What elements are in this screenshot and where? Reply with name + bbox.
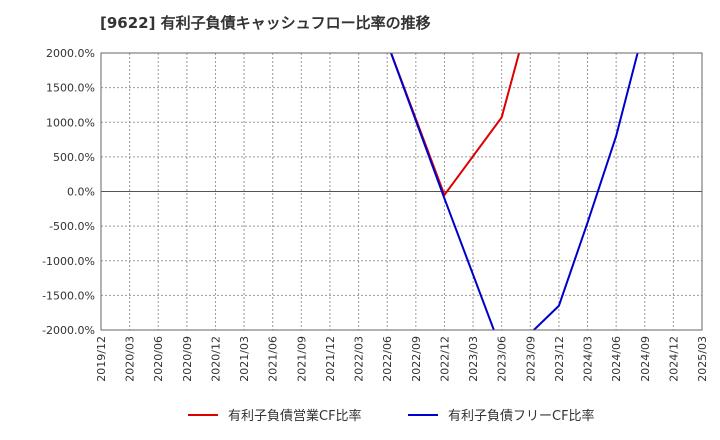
x-tick-label: 2020/09	[181, 336, 194, 382]
y-tick-label: -1500.0%	[42, 289, 95, 302]
x-tick-label: 2022/03	[353, 336, 366, 382]
x-tick-label: 2023/03	[467, 336, 480, 382]
legend-label: 有利子負債営業CF比率	[228, 408, 362, 424]
y-tick-label: 500.0%	[53, 151, 95, 164]
x-tick-label: 2024/06	[610, 336, 623, 382]
y-tick-label: 2000.0%	[46, 47, 95, 60]
x-tick-label: 2020/06	[152, 336, 165, 382]
x-tick-label: 2024/09	[639, 336, 652, 382]
series-line-free-cf	[389, 53, 639, 330]
x-tick-label: 2020/12	[209, 336, 222, 382]
chart-title: [9622] 有利子負債キャッシュフロー比率の推移	[100, 14, 431, 32]
plot-border	[100, 52, 703, 331]
x-tick-label: 2023/06	[496, 336, 509, 382]
y-tick-label: 0.0%	[67, 186, 95, 199]
x-tick-label: 2022/09	[410, 336, 423, 382]
x-tick-label: 2021/09	[295, 336, 308, 382]
y-tick-label: -2000.0%	[42, 324, 95, 337]
x-tick-label: 2020/03	[124, 336, 137, 382]
x-tick-label: 2022/12	[438, 336, 451, 382]
x-tick-label: 2021/06	[267, 336, 280, 382]
x-tick-label: 2019/12	[95, 336, 108, 382]
y-tick-label: -500.0%	[49, 220, 95, 233]
x-tick-label: 2024/12	[667, 336, 680, 382]
x-tick-label: 2022/06	[381, 336, 394, 382]
x-tick-label: 2023/09	[524, 336, 537, 382]
x-tick-label: 2025/03	[696, 336, 709, 382]
x-tick-label: 2021/03	[238, 336, 251, 382]
legend-label: 有利子負債フリーCF比率	[448, 408, 595, 424]
x-tick-label: 2024/03	[582, 336, 595, 382]
x-tick-label: 2023/12	[553, 336, 566, 382]
y-tick-label: 1500.0%	[46, 82, 95, 95]
x-tick-label: 2021/12	[324, 336, 337, 382]
y-tick-label: -1000.0%	[42, 255, 95, 268]
y-tick-label: 1000.0%	[46, 116, 95, 129]
